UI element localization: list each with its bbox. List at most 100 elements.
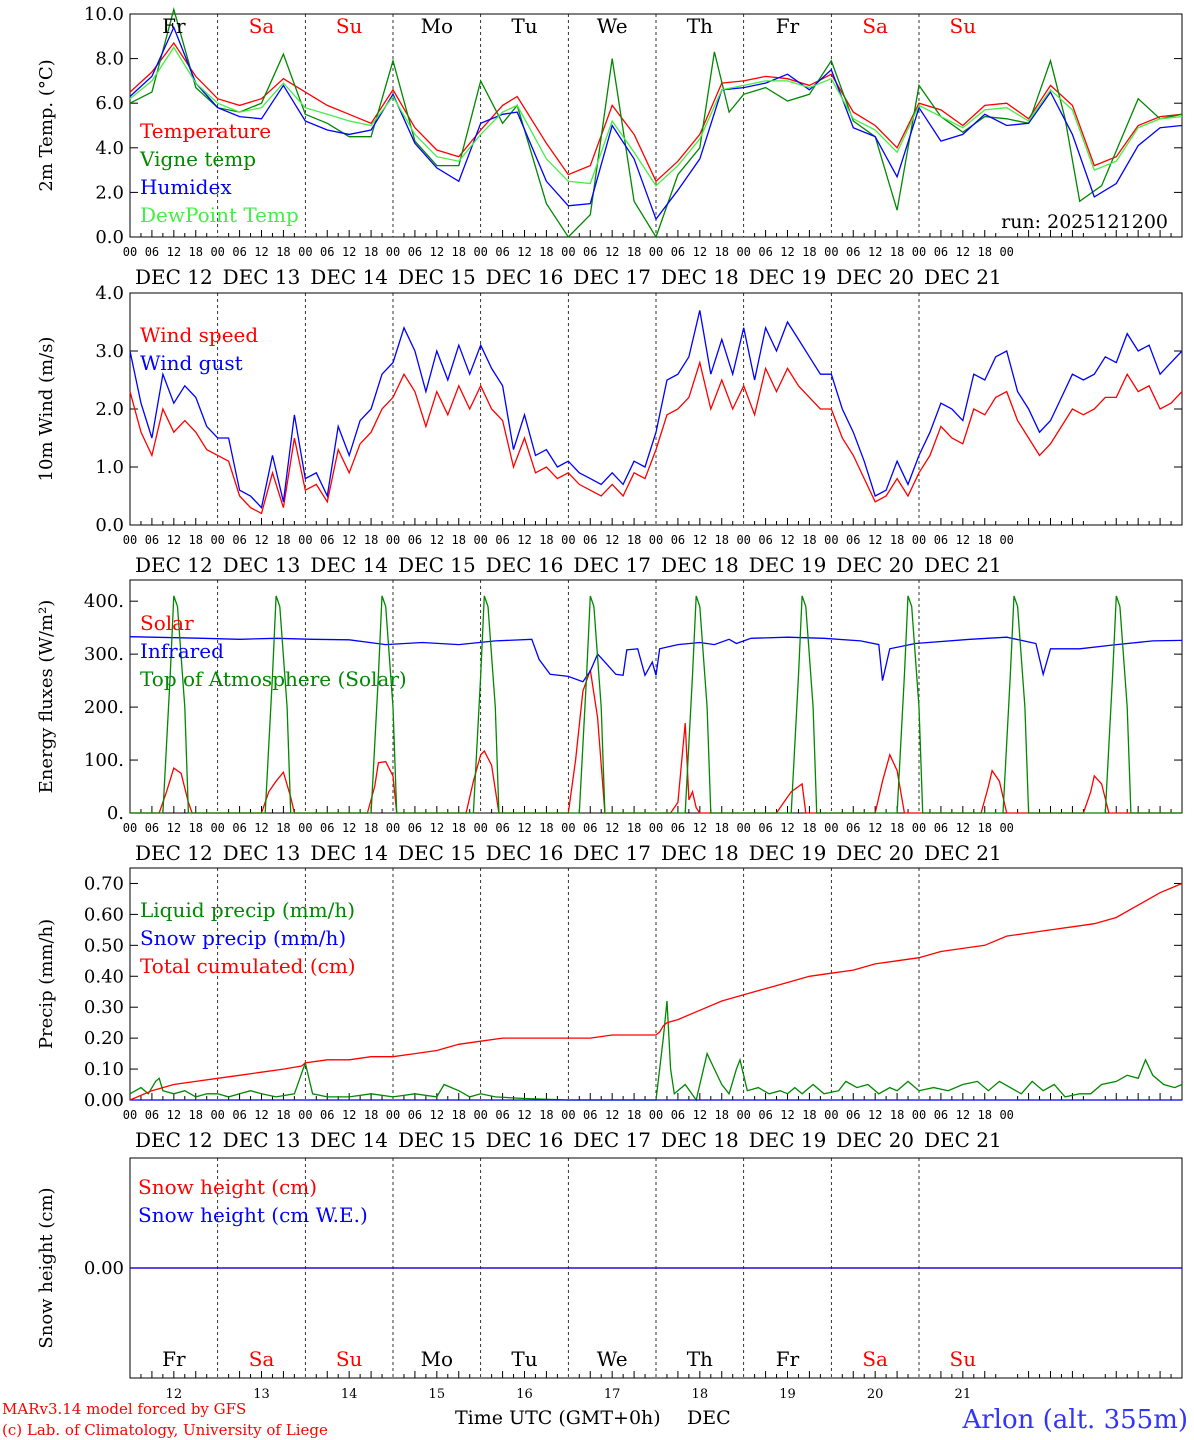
- hour-tick-label: 18: [627, 533, 641, 547]
- legend-entry: Wind gust: [140, 351, 243, 375]
- hour-tick-label: 18: [802, 1108, 816, 1122]
- y-axis-title: Energy fluxes (W/m²): [36, 600, 57, 794]
- y-tick-label: 0.10: [84, 1059, 124, 1080]
- hour-tick-label: 18: [276, 245, 290, 259]
- hour-tick-label: 12: [956, 533, 970, 547]
- hour-tick-label: 00: [736, 245, 750, 259]
- hour-tick-label: 00: [210, 245, 224, 259]
- y-tick-label: 0.70: [84, 873, 124, 894]
- hour-tick-label: 18: [715, 821, 729, 835]
- hour-tick-label: 12: [780, 533, 794, 547]
- hour-tick-label: 06: [758, 821, 772, 835]
- hour-tick-label: 00: [123, 533, 137, 547]
- hour-tick-label: 06: [583, 533, 597, 547]
- legend-entry: Top of Atmosphere (Solar): [140, 667, 407, 691]
- hour-tick-label: 06: [320, 245, 334, 259]
- hour-tick-label: 18: [189, 533, 203, 547]
- hour-tick-label: 06: [846, 1108, 860, 1122]
- hour-tick-label: 12: [342, 245, 356, 259]
- date-label: DEC 21: [924, 265, 1002, 289]
- legend-entry: Solar: [140, 611, 194, 635]
- hour-tick-label: 12: [693, 821, 707, 835]
- date-label: DEC 13: [223, 553, 301, 577]
- hour-tick-label: 18: [539, 1108, 553, 1122]
- hour-tick-label: 06: [758, 245, 772, 259]
- hour-tick-label: 06: [495, 245, 509, 259]
- series-line-solar: [130, 669, 1182, 814]
- hour-tick-label: 12: [868, 245, 882, 259]
- y-tick-label: 1.0: [95, 457, 124, 478]
- hour-tick-label: 12: [693, 245, 707, 259]
- day-number-label: 13: [253, 1387, 270, 1402]
- day-number-label: 17: [604, 1387, 621, 1402]
- hour-tick-label: 18: [802, 245, 816, 259]
- hour-tick-label: 18: [978, 245, 992, 259]
- hour-tick-label: 00: [649, 1108, 663, 1122]
- hour-tick-label: 00: [386, 1108, 400, 1122]
- day-of-week-label: We: [597, 14, 628, 38]
- legend-entry: Infrared: [140, 639, 224, 663]
- hour-tick-label: 06: [934, 1108, 948, 1122]
- hour-tick-label: 06: [145, 821, 159, 835]
- date-label: DEC 20: [836, 265, 914, 289]
- series-line-wind-speed: [129, 360, 1183, 515]
- hour-tick-label: 00: [824, 821, 838, 835]
- date-label: DEC 17: [573, 553, 651, 577]
- date-label: DEC 21: [924, 553, 1002, 577]
- hour-tick-label: 00: [473, 1108, 487, 1122]
- hour-tick-label: 00: [123, 821, 137, 835]
- site-label: Arlon (alt. 355m): [961, 1405, 1188, 1435]
- hour-tick-label: 06: [232, 821, 246, 835]
- hour-tick-label: 18: [802, 533, 816, 547]
- hour-tick-label: 00: [999, 533, 1013, 547]
- series-line-top-of-atmosphere-solar-: [130, 595, 1182, 814]
- date-label: DEC 18: [661, 1128, 739, 1152]
- day-of-week-label: Sa: [862, 14, 888, 38]
- hour-tick-label: 00: [912, 821, 926, 835]
- y-tick-label: 2.0: [95, 182, 124, 203]
- day-number-label: 15: [429, 1387, 446, 1402]
- hour-tick-label: 00: [649, 245, 663, 259]
- hour-tick-label: 00: [736, 1108, 750, 1122]
- y-axis-title: 10m Wind (m/s): [36, 337, 57, 482]
- hour-tick-label: 18: [452, 821, 466, 835]
- legend-entry: Wind speed: [140, 323, 258, 347]
- y-tick-label: 0.20: [84, 1028, 124, 1049]
- hour-tick-label: 12: [430, 245, 444, 259]
- hour-tick-label: 12: [167, 1108, 181, 1122]
- date-label: DEC 15: [398, 1128, 476, 1152]
- hour-tick-label: 18: [276, 821, 290, 835]
- day-of-week-label: Fr: [162, 14, 186, 38]
- date-label: DEC 19: [749, 1128, 827, 1152]
- hour-tick-label: 00: [473, 821, 487, 835]
- day-of-week-label: Sa: [249, 14, 275, 38]
- day-of-week-label: Su: [950, 14, 977, 38]
- day-of-week-label: Su: [950, 1347, 977, 1371]
- hour-tick-label: 06: [145, 1108, 159, 1122]
- hour-tick-label: 12: [517, 821, 531, 835]
- date-label: DEC 19: [749, 265, 827, 289]
- date-label: DEC 18: [661, 553, 739, 577]
- hour-tick-label: 06: [495, 533, 509, 547]
- date-label: DEC 14: [310, 1128, 388, 1152]
- hour-tick-label: 18: [890, 245, 904, 259]
- wind-panel: 0.0 1.0 2.0 3.0 4.0 00 06 12 18 00 06 12 18 00 06 12 18 0…: [36, 283, 1183, 577]
- y-tick-label: 0.: [107, 803, 124, 824]
- hour-tick-label: 18: [627, 245, 641, 259]
- hour-tick-label: 06: [583, 821, 597, 835]
- hour-tick-label: 00: [912, 1108, 926, 1122]
- hour-tick-label: 00: [649, 533, 663, 547]
- temperature-panel: 0.0 2.0 4.0 6.0 8.0 10.0 00 06 12 18 00 06 12 18 00 06 1…: [36, 4, 1183, 289]
- series-line-temperature: [129, 41, 1183, 183]
- hour-tick-label: 00: [999, 1108, 1013, 1122]
- y-tick-label: 0.60: [84, 904, 124, 925]
- day-of-week-label: Fr: [776, 1347, 800, 1371]
- hour-tick-label: 06: [320, 821, 334, 835]
- hour-tick-label: 00: [473, 245, 487, 259]
- hour-tick-label: 12: [430, 533, 444, 547]
- hour-tick-label: 06: [758, 1108, 772, 1122]
- hour-tick-label: 06: [232, 533, 246, 547]
- y-tick-label: 4.0: [95, 283, 124, 304]
- y-tick-label: 0.00: [84, 1258, 124, 1279]
- day-of-week-label: Sa: [249, 1347, 275, 1371]
